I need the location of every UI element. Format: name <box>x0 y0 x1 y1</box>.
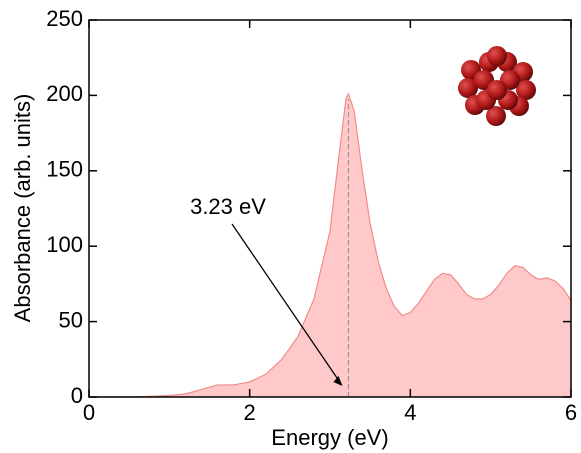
x-tick-label: 2 <box>244 400 256 425</box>
y-tick-label: 0 <box>71 383 83 408</box>
y-tick-label: 250 <box>46 6 83 31</box>
cluster-image <box>458 46 536 126</box>
x-axis-label: Energy (eV) <box>271 425 388 450</box>
absorbance-line <box>89 92 572 398</box>
y-tick-label: 100 <box>46 232 83 257</box>
absorbance-area <box>89 93 571 397</box>
x-tick-label: 6 <box>565 400 577 425</box>
x-tick-label: 0 <box>83 400 95 425</box>
y-tick-label: 150 <box>46 157 83 182</box>
plot-area: 3.23 eV 0 2 4 6 0 50 100 150 200 250 <box>46 6 577 425</box>
annotation-arrow <box>231 223 342 384</box>
y-tick-label: 50 <box>59 307 83 332</box>
plot-frame <box>88 19 572 398</box>
y-axis-label: Absorbance (arb. units) <box>10 94 35 323</box>
y-tick-label: 200 <box>46 81 83 106</box>
x-tick-label: 4 <box>404 400 416 425</box>
annotation-arrowhead <box>333 376 343 386</box>
annotation-label: 3.23 eV <box>190 194 266 219</box>
